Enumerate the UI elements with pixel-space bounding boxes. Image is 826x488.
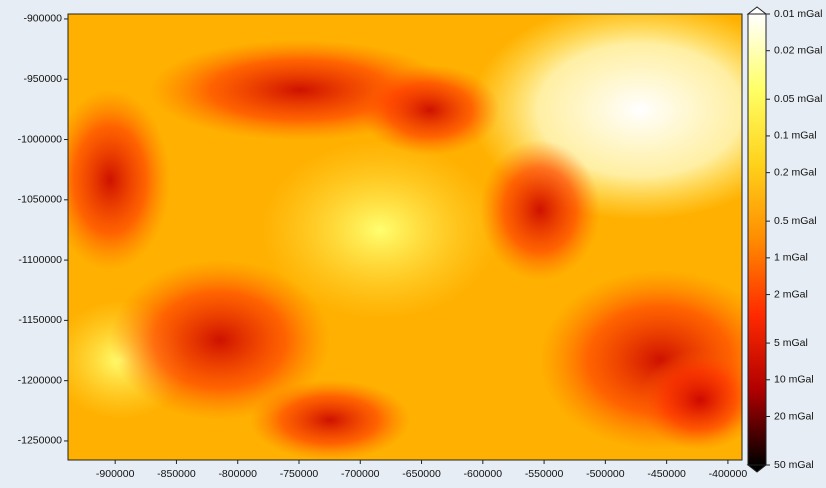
colorbar: 0.01 mGal 0.02 mGal 0.05 mGal 0.1 mGal 0.2 m…: [748, 7, 822, 472]
colorbar-body: [748, 14, 766, 465]
raster-high: [250, 380, 410, 460]
x-tick-label: -500000: [586, 468, 625, 480]
colorbar-tick-label: 5 mGal: [774, 337, 808, 349]
y-tick-label: -1100000: [18, 254, 62, 266]
colorbar-tick-label: 0.01 mGal: [774, 8, 822, 20]
colorbar-tick-label: 0.05 mGal: [774, 93, 822, 105]
x-tick-label: -650000: [402, 468, 441, 480]
colorbar-tick-label: 0.5 mGal: [774, 215, 817, 227]
colorbar-tick-label: 2 mGal: [774, 288, 808, 300]
x-tick-label: -800000: [218, 468, 257, 480]
x-tick-label: -700000: [341, 468, 380, 480]
y-tick-label: -950000: [23, 73, 62, 85]
x-tick-label: -400000: [709, 468, 748, 480]
colorbar-extend-bottom: [748, 465, 766, 472]
map-figure: -900000 -850000 -800000 -750000 -700000 -6500…: [0, 0, 826, 483]
raster-high: [360, 65, 500, 155]
y-tick-label: -1150000: [18, 314, 62, 326]
colorbar-tick-label: 0.02 mGal: [774, 44, 822, 56]
gravity-raster: [50, 0, 810, 460]
colorbar-tick-label: 20 mGal: [774, 410, 814, 422]
y-tick-label: -1200000: [18, 374, 63, 386]
colorbar-tick-label: 0.2 mGal: [774, 166, 817, 178]
x-tick-label: -750000: [280, 468, 319, 480]
x-tick-label: -850000: [157, 468, 196, 480]
colorbar-tick-label: 1 mGal: [774, 252, 808, 264]
x-tick-label: -450000: [647, 468, 686, 480]
colorbar-tick-label: 0.1 mGal: [774, 130, 817, 142]
y-tick-label: -1050000: [18, 194, 63, 206]
raster-high: [480, 140, 600, 280]
colorbar-extend-top: [748, 7, 766, 14]
y-tick-label: -900000: [23, 13, 62, 25]
x-tick-label: -550000: [525, 468, 564, 480]
y-tick-label: -1250000: [18, 435, 63, 447]
colorbar-tick-label: 50 mGal: [774, 459, 814, 471]
x-tick-label: -900000: [96, 468, 135, 480]
y-tick-label: -1000000: [18, 133, 63, 145]
x-tick-label: -600000: [464, 468, 503, 480]
colorbar-tick-label: 10 mGal: [774, 374, 814, 386]
